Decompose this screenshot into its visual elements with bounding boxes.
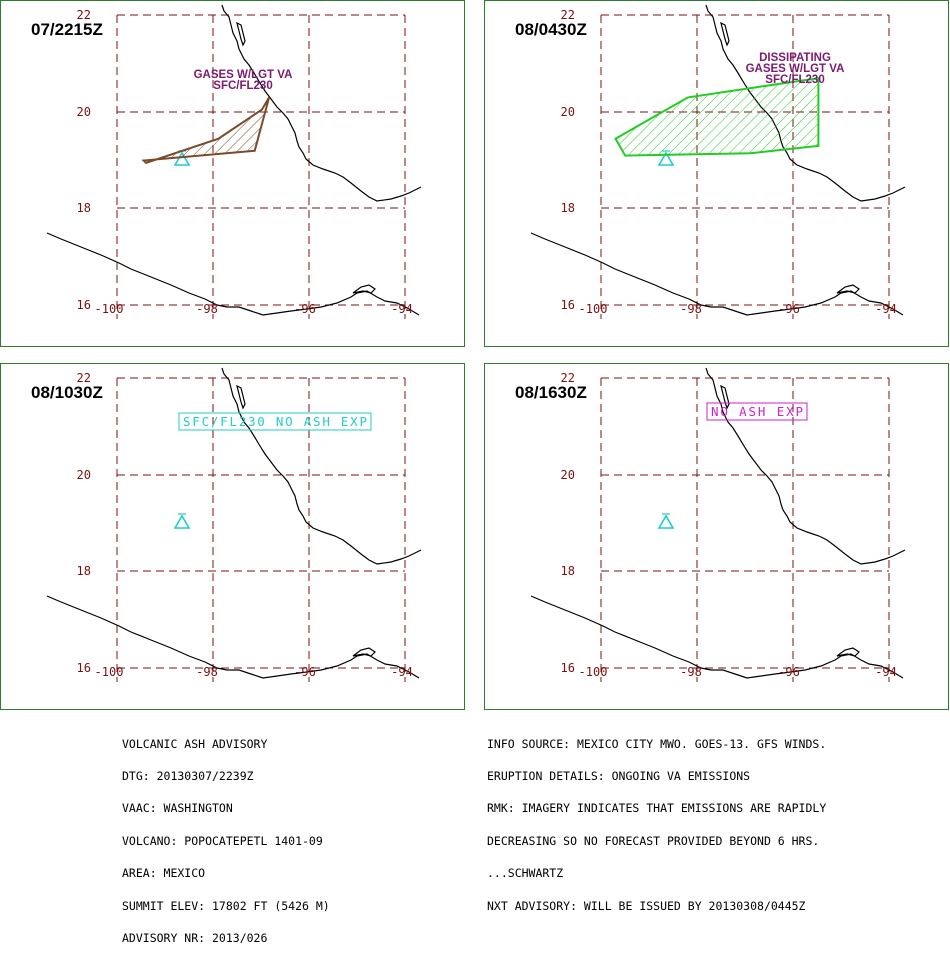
advisory-line: VOLCANO: POPOCATEPETL 1401-09 — [122, 833, 323, 848]
longitude-tick-label: -94 — [875, 302, 897, 316]
coastline — [720, 384, 730, 410]
map-canvas: 22 20 18 16 -100 -98 -96 -94 07/2215Z GASES W/LGT… — [31, 4, 422, 319]
advisory-line: VOLCANIC ASH ADVISORY — [122, 736, 268, 751]
coastline — [352, 647, 376, 657]
coastline — [530, 595, 904, 679]
longitude-tick-label: -96 — [294, 665, 316, 679]
longitude-tick-label: -98 — [680, 302, 702, 316]
ash-cloud-label: SFC/FL230 — [765, 74, 824, 86]
longitude-tick-label: -98 — [680, 665, 702, 679]
advisory-line: AREA: MEXICO — [122, 866, 206, 881]
coastline — [46, 595, 420, 679]
coastline — [221, 367, 422, 565]
coastline — [236, 21, 246, 47]
latitude-tick-label: 22 — [77, 371, 91, 385]
coastline — [705, 367, 906, 565]
advisory-line: RMK: IMAGERY INDICATES THAT EMISSIONS AR… — [487, 801, 827, 816]
advisory-line: ...SCHWARTZ — [487, 866, 564, 881]
volcano-triangle-icon — [173, 513, 191, 529]
ash-status-box — [706, 402, 808, 421]
forecast-panel-1: 22 20 18 16 -100 -98 -96 -94 07/2215Z GASES W/LGT… — [0, 0, 465, 347]
latitude-tick-label: 18 — [561, 201, 575, 215]
longitude-tick-label: -98 — [196, 302, 218, 316]
coastline — [836, 284, 860, 294]
ash-cloud-label: GASES W/LGT VA — [194, 69, 293, 81]
advisory-line: DTG: 20130307/2239Z — [122, 768, 254, 783]
forecast-panel-3: 22 20 18 16 -100 -98 -96 -94 08/1030Z SFC/FL230 N… — [0, 363, 465, 710]
latitude-tick-label: 20 — [561, 105, 575, 119]
latitude-tick-label: 18 — [77, 201, 91, 215]
map-canvas: 22 20 18 16 -100 -98 -96 -94 08/0430Z DISSIPATING… — [515, 4, 906, 319]
latitude-tick-label: 16 — [561, 661, 575, 675]
coastline — [46, 232, 420, 316]
ash-status-box — [178, 412, 372, 431]
longitude-tick-label: -94 — [391, 302, 413, 316]
coastline — [236, 384, 246, 410]
longitude-tick-label: -96 — [778, 665, 800, 679]
ash-status-label: NO ASH EXP — [711, 404, 803, 419]
advisory-line: NXT ADVISORY: WILL BE ISSUED BY 20130308… — [487, 898, 806, 913]
volcano-triangle-icon — [657, 513, 675, 529]
advisory-line: SUMMIT ELEV: 17802 FT (5426 M) — [122, 898, 330, 913]
longitude-tick-label: -100 — [95, 302, 124, 316]
advisory-line: VAAC: WASHINGTON — [122, 801, 233, 816]
latitude-tick-label: 22 — [77, 8, 91, 22]
latitude-tick-label: 16 — [77, 298, 91, 312]
forecast-time-label: 08/1030Z — [31, 383, 103, 402]
map-canvas: 22 20 18 16 -100 -98 -96 -94 08/1630Z NO ASH EXP — [515, 367, 906, 682]
ash-cloud-polygon — [141, 96, 271, 165]
longitude-tick-label: -100 — [95, 665, 124, 679]
map-canvas: 22 20 18 16 -100 -98 -96 -94 08/1030Z SFC/FL230 N… — [31, 367, 422, 682]
coastline — [221, 4, 422, 202]
forecast-panel-2: 22 20 18 16 -100 -98 -96 -94 08/0430Z DISSIPATING… — [484, 0, 949, 347]
advisory-line: ERUPTION DETAILS: ONGOING VA EMISSIONS — [487, 768, 751, 783]
coastline — [720, 21, 730, 47]
latitude-tick-label: 16 — [561, 298, 575, 312]
ash-cloud-label: DISSIPATING — [759, 52, 831, 64]
ash-status-label: SFC/FL230 NO ASH EXP — [183, 414, 367, 429]
advisory-info-left: VOLCANIC ASH ADVISORY DTG: 20130307/2239… — [122, 717, 330, 955]
latitude-tick-label: 18 — [561, 564, 575, 578]
advisory-info-right: INFO SOURCE: MEXICO CITY MWO. GOES-13. G… — [487, 717, 826, 922]
forecast-time-label: 07/2215Z — [31, 20, 103, 39]
longitude-tick-label: -100 — [579, 302, 608, 316]
forecast-panel-4: 22 20 18 16 -100 -98 -96 -94 08/1630Z NO ASH EXP — [484, 363, 949, 710]
advisory-line: DECREASING SO NO FORECAST PROVIDED BEYON… — [487, 833, 820, 848]
longitude-tick-label: -96 — [778, 302, 800, 316]
coastline — [530, 232, 904, 316]
coastline — [352, 284, 376, 294]
latitude-tick-label: 20 — [561, 468, 575, 482]
latitude-tick-label: 20 — [77, 468, 91, 482]
latitude-tick-label: 16 — [77, 661, 91, 675]
advisory-line: INFO SOURCE: MEXICO CITY MWO. GOES-13. G… — [487, 736, 827, 751]
ash-cloud-label: GASES W/LGT VA — [746, 63, 845, 75]
latitude-tick-label: 20 — [77, 105, 91, 119]
advisory-line: ADVISORY NR: 2013/026 — [122, 930, 268, 945]
longitude-tick-label: -100 — [579, 665, 608, 679]
latitude-tick-label: 18 — [77, 564, 91, 578]
longitude-tick-label: -96 — [294, 302, 316, 316]
forecast-time-label: 08/0430Z — [515, 20, 587, 39]
latitude-tick-label: 22 — [561, 371, 575, 385]
ash-cloud-label: SFC/FL230 — [213, 80, 272, 92]
ash-cloud-polygon — [614, 76, 820, 157]
longitude-tick-label: -94 — [875, 665, 897, 679]
coastline — [836, 647, 860, 657]
longitude-tick-label: -98 — [196, 665, 218, 679]
longitude-tick-label: -94 — [391, 665, 413, 679]
forecast-time-label: 08/1630Z — [515, 383, 587, 402]
latitude-tick-label: 22 — [561, 8, 575, 22]
